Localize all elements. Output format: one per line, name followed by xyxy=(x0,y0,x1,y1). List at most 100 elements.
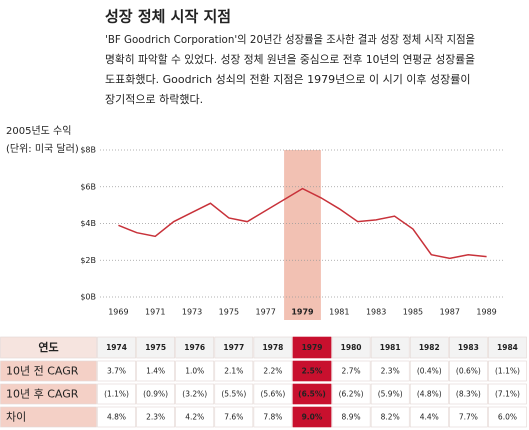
table-value: 4.4% xyxy=(420,413,439,422)
table-cell xyxy=(331,360,371,382)
table-cell xyxy=(97,383,136,405)
column-header: 1982 xyxy=(419,343,440,352)
table-cell xyxy=(292,383,332,405)
table-value: (4.8%) xyxy=(417,390,442,399)
table-cell xyxy=(214,336,254,359)
table-cell xyxy=(136,383,175,405)
table-cell xyxy=(331,406,371,428)
table-cell xyxy=(409,336,449,359)
y-axis-label: 2005년도 수익 xyxy=(6,125,71,137)
table-cell xyxy=(488,406,527,428)
table-cell xyxy=(488,360,527,382)
line-series xyxy=(118,187,487,260)
table-cell xyxy=(292,406,332,428)
x-tick-label: 1969 xyxy=(108,308,128,317)
description-line: 도표화했다. Goodrich 성쇠의 전환 지점은 1979년으로 이 시기 … xyxy=(105,73,471,86)
table-cell xyxy=(409,360,449,382)
highlight-band xyxy=(284,150,321,320)
table-value: (5.9%) xyxy=(378,390,403,399)
table-cell xyxy=(175,406,215,428)
table-value: 2.7% xyxy=(342,367,361,376)
table-value: (5.6%) xyxy=(260,390,285,399)
table-cell xyxy=(449,360,488,382)
column-header: 1975 xyxy=(145,343,166,352)
x-tick-label: 1971 xyxy=(145,308,165,317)
table-value: (5.5%) xyxy=(221,390,246,399)
table-value: 4.2% xyxy=(185,413,204,422)
table-cell xyxy=(97,360,136,382)
table-cell xyxy=(0,360,97,382)
table-cell xyxy=(214,406,254,428)
table-cell xyxy=(370,336,410,359)
table-value: 7.8% xyxy=(263,413,282,422)
table-cell xyxy=(136,360,175,382)
column-header: 1984 xyxy=(497,343,518,352)
table-value: (1.1%) xyxy=(104,390,129,399)
table-value: (8.3%) xyxy=(456,390,481,399)
table-value: 2.3% xyxy=(381,367,400,376)
table-value: (1.1%) xyxy=(495,367,520,376)
table-cell xyxy=(292,336,332,359)
row-label: 연도 xyxy=(38,340,58,354)
table-cell xyxy=(214,383,254,405)
table-cell xyxy=(253,406,293,428)
table-cell xyxy=(175,383,215,405)
description-line: 명확히 파악할 수 있었다. 성장 정체 원년을 중심으로 전후 10년의 연평… xyxy=(105,52,475,66)
table-value: 2.5% xyxy=(302,367,323,376)
x-tick-label: 1981 xyxy=(329,308,349,317)
row-label: 차이 xyxy=(6,411,26,424)
table-cell xyxy=(370,383,410,405)
table-cell xyxy=(292,360,332,382)
table-cell xyxy=(449,406,488,428)
table-value: 2.3% xyxy=(146,413,165,422)
table-value: (7.1%) xyxy=(495,390,520,399)
table-value: 3.7% xyxy=(107,367,126,376)
table-cell xyxy=(136,336,175,359)
table-value: (3.2%) xyxy=(182,390,207,399)
table-cell xyxy=(370,406,410,428)
column-header: 1983 xyxy=(458,343,479,352)
table-cell xyxy=(97,406,136,428)
x-tick-label: 1989 xyxy=(476,308,496,317)
table-value: (0.4%) xyxy=(417,367,442,376)
table-cell xyxy=(449,336,488,359)
column-header: 1974 xyxy=(106,343,127,352)
table-value: (6.5%) xyxy=(298,390,326,399)
table-value: 1.0% xyxy=(185,367,204,376)
table-cell xyxy=(331,336,371,359)
table-cell xyxy=(370,360,410,382)
column-header: 1976 xyxy=(184,343,205,352)
table-cell xyxy=(136,406,175,428)
x-tick-label: 1979 xyxy=(291,308,314,317)
column-header: 1980 xyxy=(341,343,362,352)
table-cell xyxy=(0,336,97,359)
description-line: 장기적으로 하락했다. xyxy=(105,92,203,106)
table-value: (0.6%) xyxy=(456,367,481,376)
x-tick-label: 1987 xyxy=(440,308,460,317)
table-cell xyxy=(331,383,371,405)
table-cell xyxy=(175,336,215,359)
table-value: 7.7% xyxy=(459,413,478,422)
column-header: 1981 xyxy=(380,343,401,352)
column-header: 1977 xyxy=(223,343,244,352)
column-header: 1979 xyxy=(302,343,323,352)
description-line: 'BF Goodrich Corporation'의 20년간 성장률을 조사한… xyxy=(105,33,475,46)
table-value: 2.1% xyxy=(224,367,243,376)
y-tick-label: $6B xyxy=(80,182,96,191)
y-tick-label: $8B xyxy=(80,146,96,155)
table-value: 8.9% xyxy=(342,413,361,422)
table-cell xyxy=(97,336,136,359)
table-cell xyxy=(409,383,449,405)
table-cell xyxy=(0,383,97,405)
x-tick-label: 1973 xyxy=(182,308,202,317)
table-value: 9.0% xyxy=(302,413,323,422)
table-value: 6.0% xyxy=(498,413,517,422)
table-cell xyxy=(0,406,97,428)
table-value: 8.2% xyxy=(381,413,400,422)
table-cell xyxy=(214,360,254,382)
x-tick-label: 1975 xyxy=(219,308,239,317)
y-tick-label: $2B xyxy=(80,256,96,265)
table-cell xyxy=(253,360,293,382)
table-value: (0.9%) xyxy=(143,390,168,399)
